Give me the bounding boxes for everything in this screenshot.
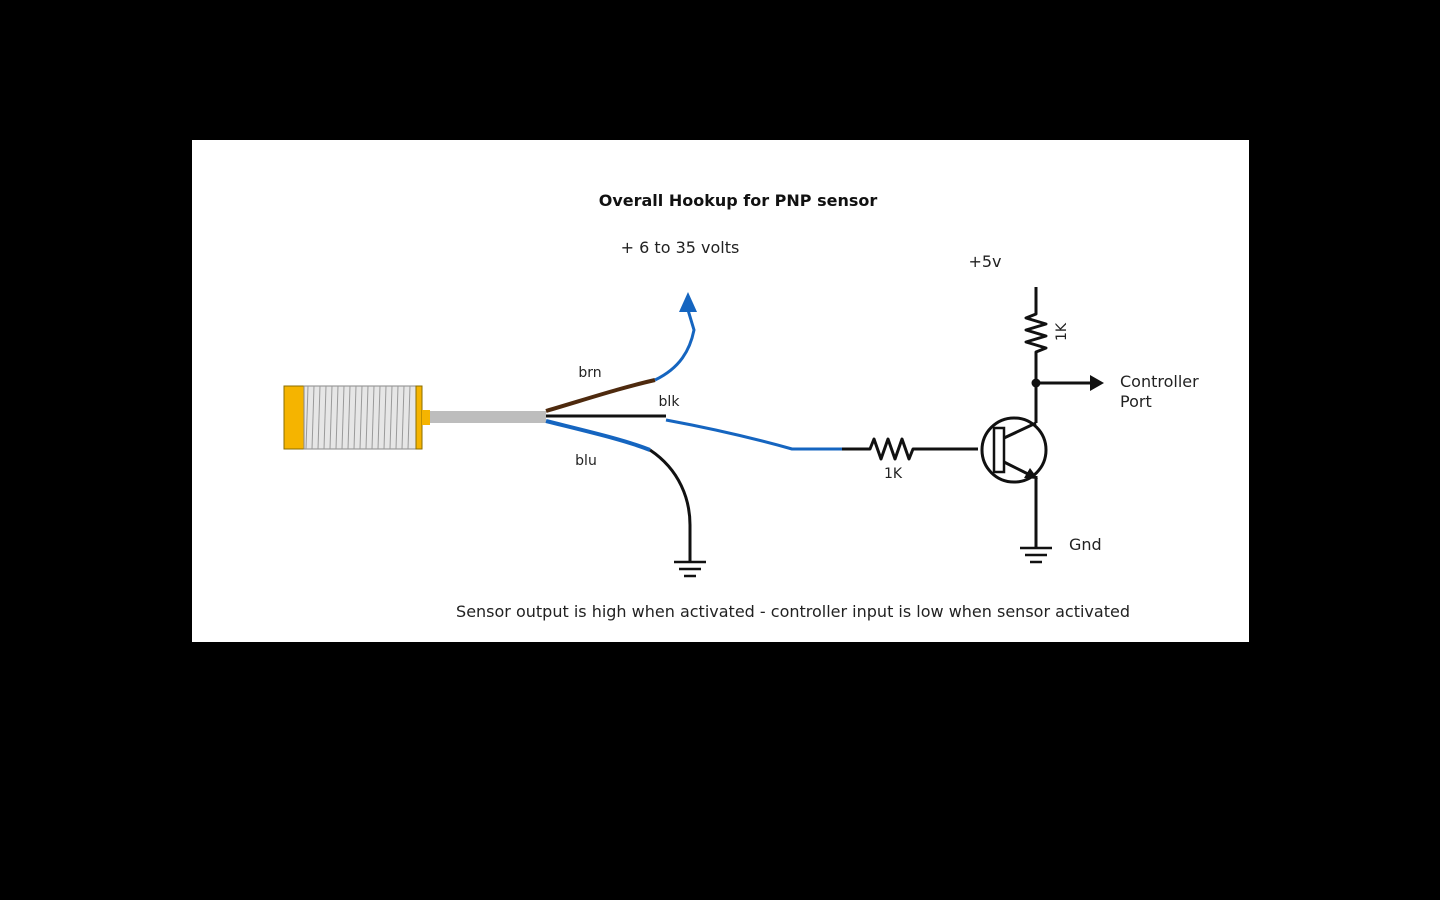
wiring-diagram: Overall Hookup for PNP sensor + 6 to 35 …: [283, 191, 1199, 621]
transistor-ground-icon: [1020, 546, 1052, 564]
base-resistor-label: 1K: [884, 466, 903, 482]
pullup-resistor: [1024, 287, 1048, 383]
diagram-canvas: Overall Hookup for PNP sensor + 6 to 35 …: [192, 140, 1249, 642]
transistor-base-bar: [992, 426, 1006, 474]
npn-transistor: [980, 383, 1048, 548]
transistor-body: [980, 416, 1048, 484]
supply-wire: [654, 309, 696, 382]
blue-wire: [545, 419, 651, 452]
supply-voltage-label: + 6 to 35 volts: [621, 238, 740, 257]
collector-internal: [1003, 421, 1037, 440]
emitter-internal: [1003, 460, 1031, 477]
controller-port-label-line2: Port: [1120, 392, 1152, 411]
controller-port-label-line1: Controller: [1120, 372, 1199, 391]
proximity-sensor: [283, 385, 546, 450]
pullup-resistor-label: 1K: [1054, 322, 1070, 341]
vcc-label: +5v: [968, 252, 1001, 271]
supply-arrow-icon: [679, 292, 697, 312]
sensor-ground-icon: [674, 560, 706, 578]
brown-wire: [545, 378, 656, 413]
base-resistor: [842, 437, 978, 461]
output-arrow-icon: [1090, 375, 1104, 391]
sensor-cap-left: [283, 385, 305, 450]
sensor-cable-gland: [422, 410, 430, 425]
sensor-threads: [305, 385, 411, 450]
brown-wire-label: brn: [578, 365, 601, 381]
sensor-cap-right: [415, 385, 423, 450]
blue-wire-label: blu: [575, 453, 597, 469]
ground-label: Gnd: [1069, 535, 1102, 554]
sensor-cable: [430, 411, 546, 423]
diagram-caption: Sensor output is high when activated - c…: [456, 602, 1130, 621]
diagram-title: Overall Hookup for PNP sensor: [599, 191, 878, 210]
ground-wire: [649, 448, 692, 562]
signal-wire: [665, 418, 842, 451]
black-wire-label: blk: [659, 394, 681, 410]
